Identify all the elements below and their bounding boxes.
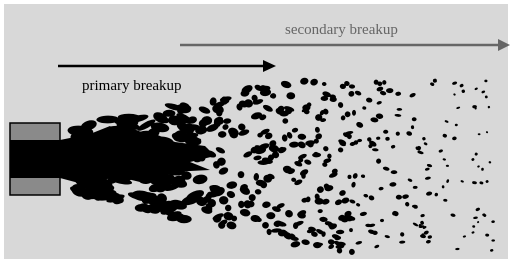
droplet	[325, 221, 331, 225]
droplet	[301, 173, 306, 179]
droplet	[238, 171, 245, 178]
droplet	[258, 160, 270, 165]
droplet	[266, 212, 275, 219]
secondary-label: secondary breakup	[285, 22, 398, 38]
primary-label: primary breakup	[82, 78, 182, 94]
nozzle-channel	[10, 140, 62, 178]
spray-diagram: secondary breakup primary breakup	[0, 0, 512, 263]
droplet	[391, 170, 398, 174]
droplet	[146, 204, 167, 213]
